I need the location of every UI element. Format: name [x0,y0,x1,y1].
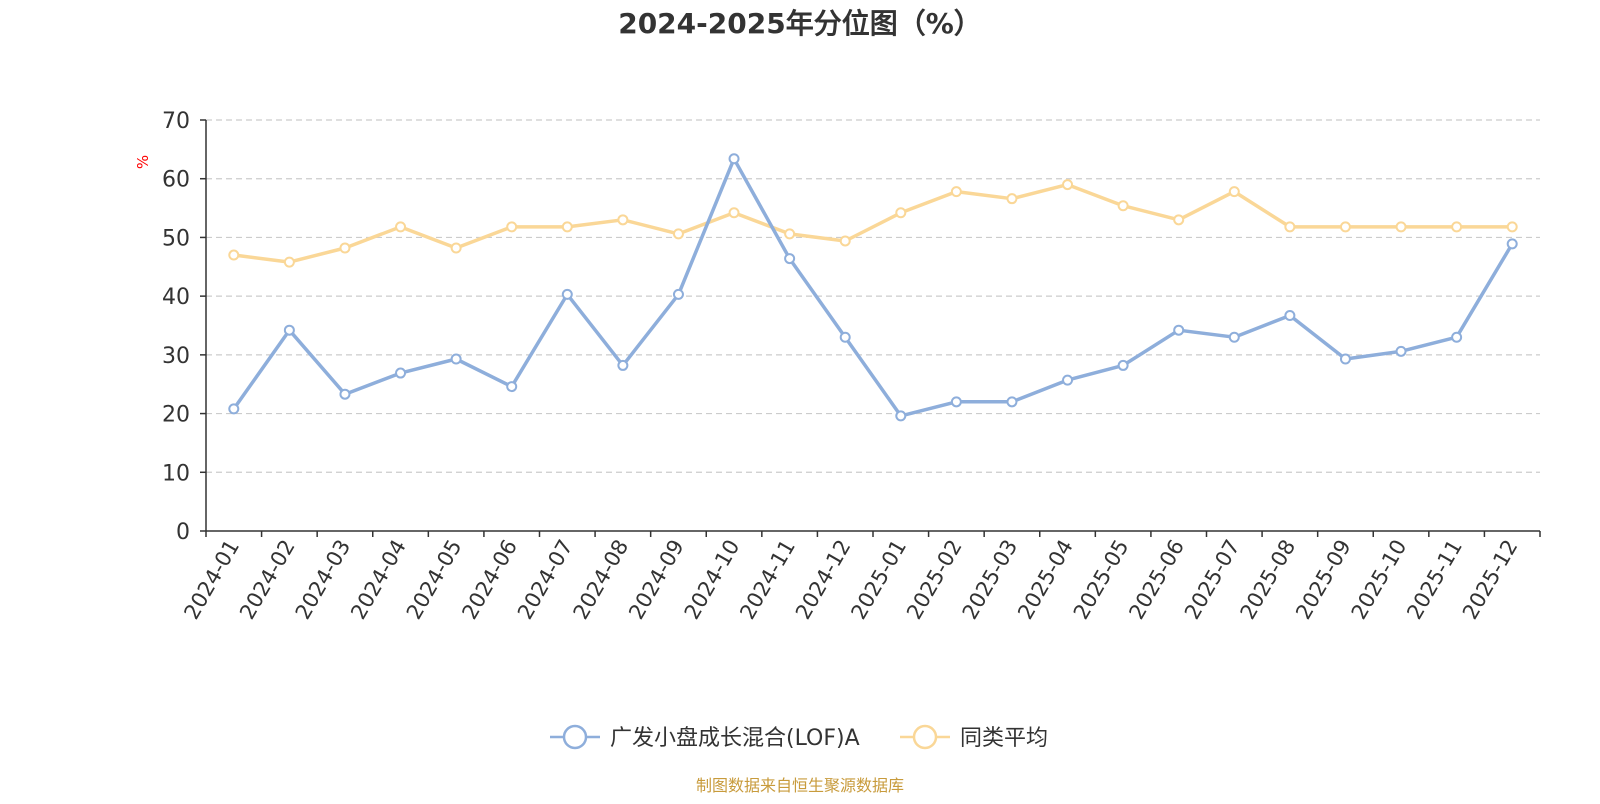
x-tick-label: 2025-01 [846,536,911,624]
data-point[interactable] [1339,353,1351,365]
x-tick-label: 2025-08 [1236,536,1301,624]
data-point[interactable] [1173,324,1185,336]
chart-title: 2024-2025年分位图（%） [618,7,982,40]
data-point[interactable] [395,367,407,379]
data-point[interactable] [1284,310,1296,322]
data-point[interactable] [1117,359,1129,371]
data-point[interactable] [1062,179,1074,191]
data-point[interactable] [283,324,295,336]
x-tick-label: 2024-06 [457,536,522,624]
data-point[interactable] [450,242,462,254]
data-point[interactable] [1228,186,1240,198]
x-tick-label: 2025-02 [902,536,967,624]
data-point[interactable] [561,221,573,233]
data-point[interactable] [672,288,684,300]
x-tick-label: 2025-06 [1124,536,1189,624]
y-tick-label: 30 [162,344,190,369]
data-point[interactable] [1395,345,1407,357]
x-tick-label: 2024-02 [235,536,300,624]
legend-marker [912,724,938,750]
grid-lines [206,119,1540,473]
y-tick-label: 40 [162,285,190,310]
x-tick-label: 2024-09 [624,536,689,624]
series-line-0 [232,157,1514,418]
legend-item-1[interactable]: 同类平均 [900,724,1048,751]
data-point[interactable] [950,396,962,408]
data-point[interactable] [895,410,907,422]
x-tick-label: 2024-08 [569,536,634,624]
x-tick-label: 2024-04 [346,536,411,624]
data-point[interactable] [561,288,573,300]
x-tick-label: 2024-03 [291,536,356,624]
data-point[interactable] [784,228,796,240]
data-point[interactable] [672,228,684,240]
legend-label: 广发小盘成长混合(LOF)A [610,726,860,751]
data-point[interactable] [228,403,240,415]
series-lines [228,153,1518,422]
y-tick-label: 20 [162,403,190,428]
data-point[interactable] [728,153,740,165]
data-point[interactable] [950,186,962,198]
legend-marker [562,724,588,750]
x-tick-label: 2024-11 [735,536,800,624]
series-line-1 [232,182,1514,264]
data-point[interactable] [450,353,462,365]
data-point[interactable] [283,256,295,268]
y-tick-label: 60 [162,168,190,193]
data-point[interactable] [1451,331,1463,343]
data-point[interactable] [839,235,851,247]
data-point[interactable] [1339,221,1351,233]
data-point[interactable] [617,214,629,226]
x-tick-label: 2025-10 [1347,536,1412,624]
data-point[interactable] [1006,396,1018,408]
data-point[interactable] [784,253,796,265]
data-point[interactable] [339,388,351,400]
data-point[interactable] [1117,200,1129,212]
data-point[interactable] [1451,221,1463,233]
data-point[interactable] [339,242,351,254]
x-tick-label: 2024-01 [179,536,244,624]
data-point[interactable] [839,331,851,343]
source-note: 制图数据来自恒生聚源数据库 [696,776,904,795]
axes: 0102030405060702024-012024-022024-032024… [162,109,1541,624]
data-point[interactable] [506,221,518,233]
x-tick-label: 2025-07 [1180,536,1245,624]
x-tick-label: 2024-12 [791,536,856,624]
legend[interactable]: 广发小盘成长混合(LOF)A 同类平均 [550,724,1048,751]
legend-item-0[interactable]: 广发小盘成长混合(LOF)A [550,724,860,751]
legend-label: 同类平均 [960,726,1048,751]
x-tick-label: 2025-09 [1291,536,1356,624]
x-tick-label: 2025-11 [1402,536,1467,624]
data-point[interactable] [1062,374,1074,386]
data-point[interactable] [1173,214,1185,226]
data-point[interactable] [1506,238,1518,250]
data-point[interactable] [728,207,740,219]
data-point[interactable] [895,207,907,219]
y-axis-label: % [134,155,152,169]
data-point[interactable] [1506,221,1518,233]
y-tick-label: 0 [176,520,190,545]
data-point[interactable] [228,249,240,261]
x-tick-label: 2024-05 [402,536,467,624]
x-tick-label: 2025-05 [1069,536,1134,624]
x-tick-label: 2024-10 [680,536,745,624]
x-tick-label: 2025-03 [958,535,1023,623]
x-tick-label: 2024-07 [513,536,578,624]
x-tick-label: 2025-12 [1458,536,1523,624]
x-tick-label: 2025-04 [1013,536,1078,624]
y-tick-label: 70 [162,109,190,134]
y-tick-label: 50 [162,226,190,251]
data-point[interactable] [1228,331,1240,343]
data-point[interactable] [506,381,518,393]
y-tick-label: 10 [162,461,190,486]
data-point[interactable] [617,359,629,371]
data-point[interactable] [1006,193,1018,205]
data-point[interactable] [1395,221,1407,233]
data-point[interactable] [395,221,407,233]
data-point[interactable] [1284,221,1296,233]
